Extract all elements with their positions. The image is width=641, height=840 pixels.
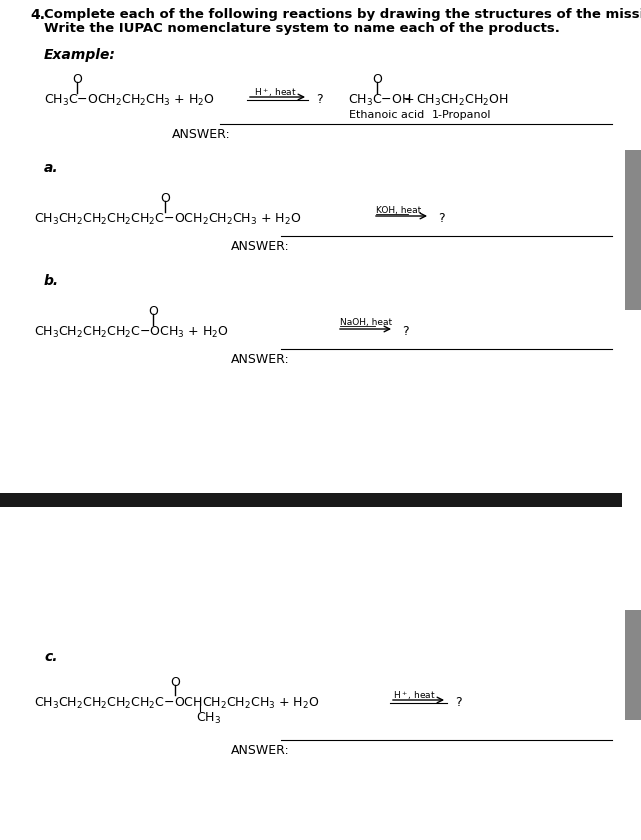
Text: O: O xyxy=(72,73,82,86)
Text: ?: ? xyxy=(316,93,322,106)
Text: CH$_3$C$-$OH: CH$_3$C$-$OH xyxy=(348,93,412,108)
Text: ANSWER:: ANSWER: xyxy=(231,353,290,366)
Text: O: O xyxy=(170,676,180,689)
Bar xyxy=(625,150,641,310)
Text: Complete each of the following reactions by drawing the structures of the missin: Complete each of the following reactions… xyxy=(44,8,641,21)
Text: ANSWER:: ANSWER: xyxy=(231,744,290,757)
Text: KOH, heat: KOH, heat xyxy=(376,206,421,215)
Text: CH$_3$CH$_2$CH$_2$CH$_2$C$-$OCH$_3$ + H$_2$O: CH$_3$CH$_2$CH$_2$CH$_2$C$-$OCH$_3$ + H$… xyxy=(34,325,229,340)
Text: +: + xyxy=(404,93,415,106)
Text: 1-Propanol: 1-Propanol xyxy=(432,110,492,120)
Text: ?: ? xyxy=(455,696,462,709)
Text: CH$_3$CH$_2$CH$_2$OH: CH$_3$CH$_2$CH$_2$OH xyxy=(416,93,508,108)
Text: CH$_3$C$-$OCH$_2$CH$_2$CH$_3$ + H$_2$O: CH$_3$C$-$OCH$_2$CH$_2$CH$_3$ + H$_2$O xyxy=(44,93,215,108)
Text: Write the IUPAC nomenclature system to name each of the products.: Write the IUPAC nomenclature system to n… xyxy=(44,22,560,35)
Bar xyxy=(0,493,622,507)
Text: ?: ? xyxy=(402,325,408,338)
Text: ?: ? xyxy=(438,212,445,225)
Text: ANSWER:: ANSWER: xyxy=(172,128,231,141)
Text: O: O xyxy=(372,73,382,86)
Text: ANSWER:: ANSWER: xyxy=(231,240,290,253)
Text: H$^+$, heat: H$^+$, heat xyxy=(393,689,436,701)
Bar xyxy=(625,610,641,720)
Text: NaOH, heat: NaOH, heat xyxy=(340,318,392,327)
Text: 4.: 4. xyxy=(30,8,45,22)
Text: O: O xyxy=(160,192,170,205)
Text: b.: b. xyxy=(44,274,59,288)
Text: Ethanoic acid: Ethanoic acid xyxy=(349,110,424,120)
Text: CH$_3$CH$_2$CH$_2$CH$_2$CH$_2$C$-$OCHCH$_2$CH$_2$CH$_3$ + H$_2$O: CH$_3$CH$_2$CH$_2$CH$_2$CH$_2$C$-$OCHCH$… xyxy=(34,696,319,711)
Text: c.: c. xyxy=(44,650,58,664)
Text: CH$_3$CH$_2$CH$_2$CH$_2$CH$_2$C$-$OCH$_2$CH$_2$CH$_3$ + H$_2$O: CH$_3$CH$_2$CH$_2$CH$_2$CH$_2$C$-$OCH$_2… xyxy=(34,212,301,227)
Text: a.: a. xyxy=(44,161,58,175)
Text: Example:: Example: xyxy=(44,48,116,62)
Text: O: O xyxy=(148,305,158,318)
Text: H$^+$, heat: H$^+$, heat xyxy=(254,86,297,98)
Text: CH$_3$: CH$_3$ xyxy=(196,711,221,726)
